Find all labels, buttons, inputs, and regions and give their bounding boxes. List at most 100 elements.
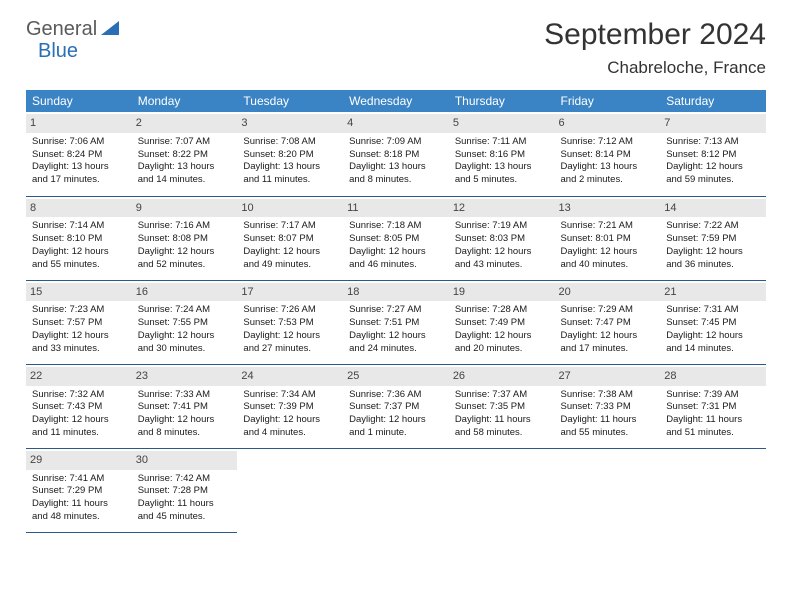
calendar-cell: 16Sunrise: 7:24 AMSunset: 7:55 PMDayligh… <box>132 280 238 364</box>
daylight-text: Daylight: 13 hours <box>243 161 337 174</box>
calendar-table: Sunday Monday Tuesday Wednesday Thursday… <box>26 90 766 533</box>
sunset-text: Sunset: 7:41 PM <box>138 401 232 414</box>
daylight-text: and 55 minutes. <box>561 427 655 440</box>
daylight-text: and 17 minutes. <box>32 174 126 187</box>
day-number: 1 <box>26 114 132 133</box>
calendar-cell <box>449 448 555 532</box>
daylight-text: and 24 minutes. <box>349 343 443 356</box>
sunrise-text: Sunrise: 7:18 AM <box>349 220 443 233</box>
daylight-text: Daylight: 12 hours <box>243 330 337 343</box>
sunrise-text: Sunrise: 7:29 AM <box>561 304 655 317</box>
daylight-text: and 8 minutes. <box>138 427 232 440</box>
day-number: 17 <box>237 283 343 302</box>
day-number: 27 <box>555 367 661 386</box>
sunrise-text: Sunrise: 7:14 AM <box>32 220 126 233</box>
day-number: 29 <box>26 451 132 470</box>
sunrise-text: Sunrise: 7:28 AM <box>455 304 549 317</box>
daylight-text: Daylight: 13 hours <box>455 161 549 174</box>
sunrise-text: Sunrise: 7:27 AM <box>349 304 443 317</box>
calendar-head: Sunday Monday Tuesday Wednesday Thursday… <box>26 90 766 112</box>
sunrise-text: Sunrise: 7:23 AM <box>32 304 126 317</box>
daylight-text: Daylight: 12 hours <box>138 330 232 343</box>
daylight-text: and 20 minutes. <box>455 343 549 356</box>
brand-logo: General <box>26 18 121 41</box>
col-friday: Friday <box>555 90 661 112</box>
daylight-text: and 11 minutes. <box>243 174 337 187</box>
calendar-cell: 19Sunrise: 7:28 AMSunset: 7:49 PMDayligh… <box>449 280 555 364</box>
sunset-text: Sunset: 8:18 PM <box>349 149 443 162</box>
calendar-cell: 22Sunrise: 7:32 AMSunset: 7:43 PMDayligh… <box>26 364 132 448</box>
calendar-cell: 1Sunrise: 7:06 AMSunset: 8:24 PMDaylight… <box>26 112 132 196</box>
daylight-text: Daylight: 13 hours <box>138 161 232 174</box>
daylight-text: and 27 minutes. <box>243 343 337 356</box>
daylight-text: Daylight: 11 hours <box>455 414 549 427</box>
sunset-text: Sunset: 8:10 PM <box>32 233 126 246</box>
sunrise-text: Sunrise: 7:32 AM <box>32 389 126 402</box>
day-number: 15 <box>26 283 132 302</box>
day-number: 26 <box>449 367 555 386</box>
sunset-text: Sunset: 8:05 PM <box>349 233 443 246</box>
daylight-text: Daylight: 12 hours <box>349 246 443 259</box>
day-number: 24 <box>237 367 343 386</box>
daylight-text: and 52 minutes. <box>138 259 232 272</box>
daylight-text: and 14 minutes. <box>138 174 232 187</box>
daylight-text: Daylight: 13 hours <box>349 161 443 174</box>
sunset-text: Sunset: 8:22 PM <box>138 149 232 162</box>
calendar-cell: 28Sunrise: 7:39 AMSunset: 7:31 PMDayligh… <box>660 364 766 448</box>
calendar-cell: 30Sunrise: 7:42 AMSunset: 7:28 PMDayligh… <box>132 448 238 532</box>
calendar-cell: 9Sunrise: 7:16 AMSunset: 8:08 PMDaylight… <box>132 196 238 280</box>
day-number: 12 <box>449 199 555 218</box>
col-monday: Monday <box>132 90 238 112</box>
daylight-text: and 36 minutes. <box>666 259 760 272</box>
calendar-cell: 26Sunrise: 7:37 AMSunset: 7:35 PMDayligh… <box>449 364 555 448</box>
sunrise-text: Sunrise: 7:24 AM <box>138 304 232 317</box>
daylight-text: and 4 minutes. <box>243 427 337 440</box>
calendar-cell: 23Sunrise: 7:33 AMSunset: 7:41 PMDayligh… <box>132 364 238 448</box>
daylight-text: and 40 minutes. <box>561 259 655 272</box>
sunset-text: Sunset: 7:31 PM <box>666 401 760 414</box>
sunrise-text: Sunrise: 7:34 AM <box>243 389 337 402</box>
sunrise-text: Sunrise: 7:13 AM <box>666 136 760 149</box>
sunset-text: Sunset: 7:33 PM <box>561 401 655 414</box>
sunset-text: Sunset: 8:08 PM <box>138 233 232 246</box>
daylight-text: and 43 minutes. <box>455 259 549 272</box>
sunset-text: Sunset: 8:03 PM <box>455 233 549 246</box>
page-header: General September 2024 Chabreloche, Fran… <box>26 18 766 78</box>
sunset-text: Sunset: 8:12 PM <box>666 149 760 162</box>
daylight-text: and 48 minutes. <box>32 511 126 524</box>
daylight-text: Daylight: 12 hours <box>32 246 126 259</box>
calendar-cell: 13Sunrise: 7:21 AMSunset: 8:01 PMDayligh… <box>555 196 661 280</box>
sunrise-text: Sunrise: 7:17 AM <box>243 220 337 233</box>
sunrise-text: Sunrise: 7:07 AM <box>138 136 232 149</box>
calendar-cell <box>555 448 661 532</box>
daylight-text: Daylight: 12 hours <box>243 414 337 427</box>
col-sunday: Sunday <box>26 90 132 112</box>
brand-triangle-icon <box>101 21 119 35</box>
sunset-text: Sunset: 7:57 PM <box>32 317 126 330</box>
daylight-text: Daylight: 12 hours <box>243 246 337 259</box>
daylight-text: Daylight: 12 hours <box>666 330 760 343</box>
day-number: 9 <box>132 199 238 218</box>
brand-part1: General <box>26 18 97 41</box>
sunrise-text: Sunrise: 7:19 AM <box>455 220 549 233</box>
sunset-text: Sunset: 8:24 PM <box>32 149 126 162</box>
sunset-text: Sunset: 7:43 PM <box>32 401 126 414</box>
sunset-text: Sunset: 7:49 PM <box>455 317 549 330</box>
sunset-text: Sunset: 8:16 PM <box>455 149 549 162</box>
calendar-cell: 14Sunrise: 7:22 AMSunset: 7:59 PMDayligh… <box>660 196 766 280</box>
day-number: 4 <box>343 114 449 133</box>
sunrise-text: Sunrise: 7:36 AM <box>349 389 443 402</box>
daylight-text: Daylight: 11 hours <box>666 414 760 427</box>
col-saturday: Saturday <box>660 90 766 112</box>
calendar-cell <box>237 448 343 532</box>
day-number: 22 <box>26 367 132 386</box>
calendar-cell <box>343 448 449 532</box>
calendar-cell <box>660 448 766 532</box>
col-tuesday: Tuesday <box>237 90 343 112</box>
calendar-cell: 5Sunrise: 7:11 AMSunset: 8:16 PMDaylight… <box>449 112 555 196</box>
sunset-text: Sunset: 7:29 PM <box>32 485 126 498</box>
calendar-cell: 20Sunrise: 7:29 AMSunset: 7:47 PMDayligh… <box>555 280 661 364</box>
month-title: September 2024 <box>544 18 766 52</box>
sunrise-text: Sunrise: 7:12 AM <box>561 136 655 149</box>
calendar-cell: 11Sunrise: 7:18 AMSunset: 8:05 PMDayligh… <box>343 196 449 280</box>
